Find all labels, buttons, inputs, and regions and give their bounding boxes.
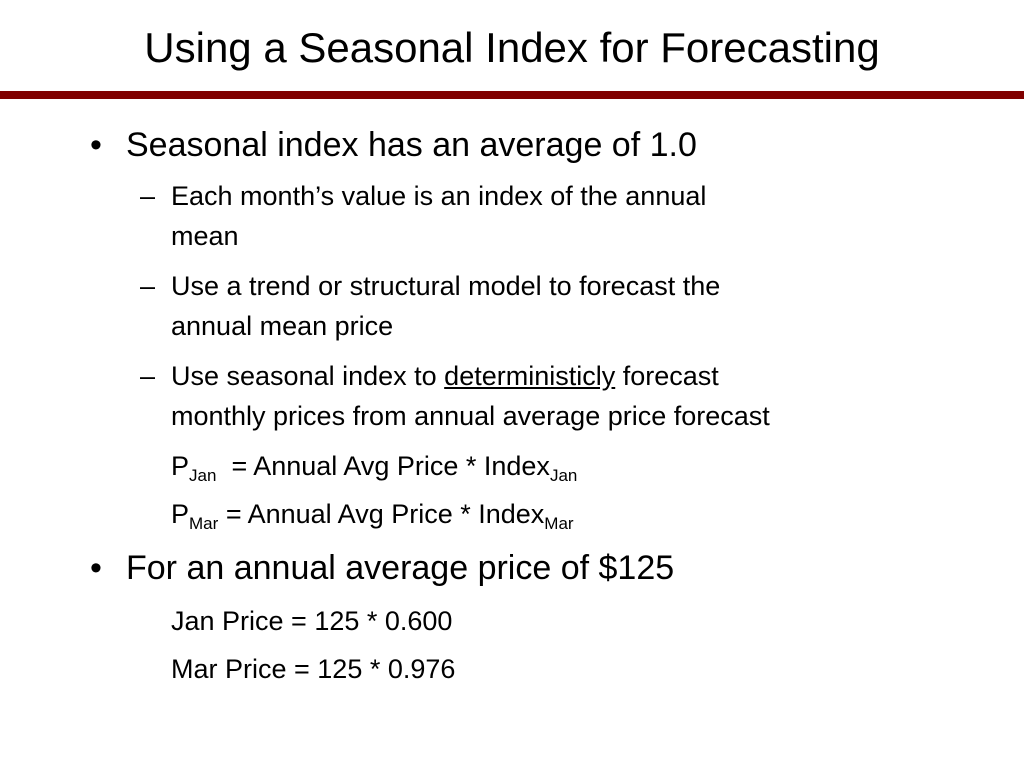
sub-item-line: mean bbox=[171, 221, 239, 251]
calculation-jan: Jan Price = 125 * 0.600 bbox=[171, 606, 453, 636]
title-divider bbox=[0, 91, 1024, 99]
equation-rhs-subscript: Mar bbox=[544, 514, 574, 533]
dash-icon: – bbox=[140, 271, 156, 301]
dash-icon: – bbox=[140, 361, 156, 391]
bullet-icon: • bbox=[90, 126, 102, 164]
sub-item-line: monthly prices from annual average price… bbox=[171, 401, 770, 431]
equation-rhs-subscript: Jan bbox=[549, 466, 578, 485]
calculation-mar: Mar Price = 125 * 0.976 bbox=[171, 654, 456, 684]
sub-item-line: Use seasonal index to deterministicly fo… bbox=[171, 356, 951, 396]
sub-item-line: annual mean price bbox=[171, 311, 394, 341]
equation-lhs-subscript: Mar bbox=[189, 514, 219, 533]
bullet-icon: • bbox=[90, 549, 102, 587]
sub-item-prefix: Use seasonal index to bbox=[171, 361, 445, 391]
equation-jan: PJan = Annual Avg Price * IndexJan bbox=[171, 446, 577, 486]
equation-lhs: P bbox=[171, 451, 190, 481]
equation-rhs: = Annual Avg Price * Index bbox=[231, 451, 550, 481]
dash-icon: – bbox=[140, 181, 156, 211]
underlined-term: deterministicly bbox=[444, 361, 616, 391]
sub-item-line: Use a trend or structural model to forec… bbox=[171, 271, 721, 301]
equation-rhs: = Annual Avg Price * Index bbox=[225, 499, 545, 529]
sub-item-suffix: forecast bbox=[615, 361, 719, 391]
equation-lhs: P bbox=[171, 499, 190, 529]
equation-mar: PMar = Annual Avg Price * IndexMar bbox=[171, 494, 574, 534]
equation-lhs-subscript: Jan bbox=[189, 466, 217, 485]
sub-item-line: Each month’s value is an index of the an… bbox=[171, 181, 707, 211]
bullet-text: Seasonal index has an average of 1.0 bbox=[126, 126, 697, 164]
slide-title: Using a Seasonal Index for Forecasting bbox=[144, 24, 880, 71]
bullet-text: For an annual average price of $125 bbox=[126, 549, 675, 587]
